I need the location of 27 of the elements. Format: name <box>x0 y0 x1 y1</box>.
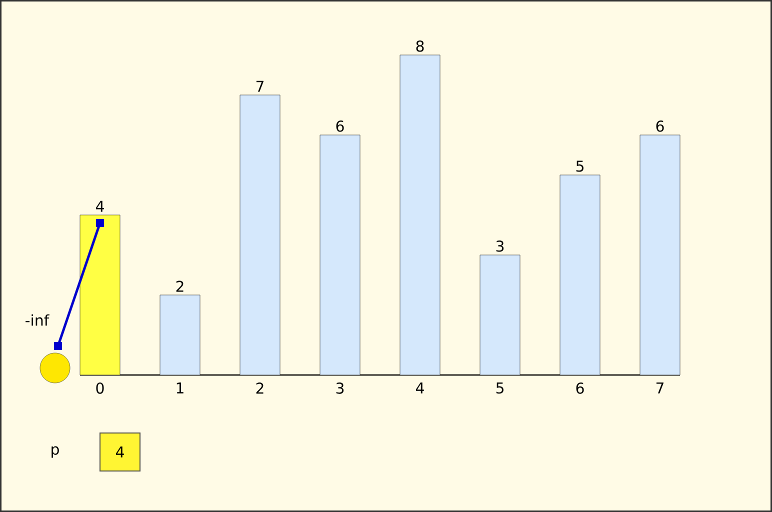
bar <box>400 54 440 376</box>
x-tick-label: 5 <box>496 382 504 394</box>
data-label: 3 <box>496 240 504 252</box>
data-label: 7 <box>256 80 264 92</box>
x-tick-label: 1 <box>176 382 184 394</box>
x-tick-label: 3 <box>336 382 344 394</box>
data-label: 8 <box>416 40 424 52</box>
bar <box>80 214 120 376</box>
x-tick-label: 2 <box>256 382 264 394</box>
x-tick-label: 4 <box>416 382 424 394</box>
bar <box>240 94 280 376</box>
x-tick-label: 0 <box>96 382 104 394</box>
text: p <box>52 446 59 458</box>
bar <box>160 294 200 376</box>
text: 4 <box>116 446 124 458</box>
bar <box>480 254 520 376</box>
x-tick-label: 6 <box>576 382 584 394</box>
data-label: 2 <box>176 280 184 292</box>
x-tick-label: 7 <box>656 382 664 394</box>
text: -inf <box>26 314 50 326</box>
data-label: 5 <box>576 160 584 172</box>
bar <box>560 174 600 376</box>
bar <box>640 134 680 376</box>
data-label: 6 <box>336 120 344 132</box>
data-label: 6 <box>656 120 664 132</box>
bar <box>320 134 360 376</box>
data-label: 4 <box>96 200 104 212</box>
